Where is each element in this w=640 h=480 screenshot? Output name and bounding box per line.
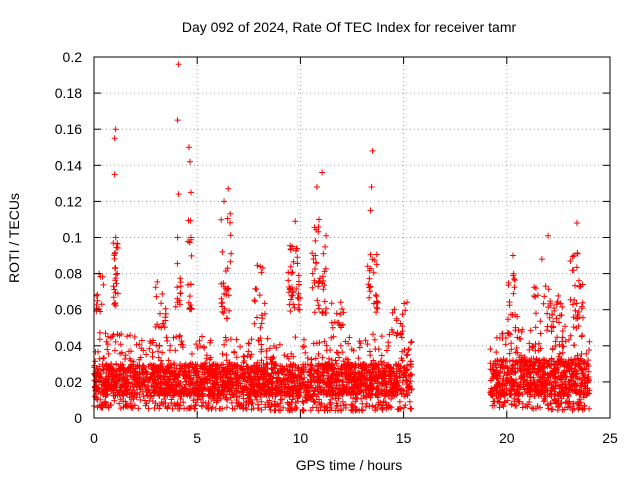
x-tick-label: 10 xyxy=(293,430,309,446)
x-tick-label: 25 xyxy=(602,430,618,446)
y-tick-label: 0.18 xyxy=(55,85,82,101)
data-point xyxy=(174,234,181,241)
data-point xyxy=(315,216,322,223)
data-point xyxy=(186,158,193,165)
data-point xyxy=(112,234,119,241)
data-point xyxy=(545,232,552,239)
data-point xyxy=(573,220,580,227)
y-tick-label: 0.08 xyxy=(55,266,82,282)
data-point xyxy=(509,252,516,259)
data-point xyxy=(373,261,380,268)
data-point xyxy=(175,191,182,198)
y-tick-label: 0.02 xyxy=(55,374,82,390)
data-point xyxy=(221,198,228,205)
axis-ticks xyxy=(93,56,611,419)
x-tick-label: 15 xyxy=(396,430,412,446)
data-point xyxy=(368,183,375,190)
y-axis-label: ROTI / TECUs xyxy=(6,193,22,283)
data-point xyxy=(367,207,374,214)
x-tick-labels: 0 5 10 15 20 25 xyxy=(90,430,618,446)
data-point xyxy=(319,169,326,176)
data-point xyxy=(111,171,118,178)
x-tick-label: 0 xyxy=(90,430,98,446)
y-tick-label: 0.1 xyxy=(63,230,83,246)
y-tick-label: 0.14 xyxy=(55,157,82,173)
data-point xyxy=(174,117,181,124)
y-tick-label: 0.2 xyxy=(63,49,83,65)
grid-lines xyxy=(94,57,610,418)
data-point xyxy=(292,218,299,225)
data-point xyxy=(188,234,195,241)
y-tick-label: 0.04 xyxy=(55,338,82,354)
y-tick-label: 0.12 xyxy=(55,193,82,209)
scatter-cloud xyxy=(91,210,593,414)
chart-title: Day 092 of 2024, Rate Of TEC Index for r… xyxy=(182,19,517,35)
data-point xyxy=(175,61,182,68)
y-tick-label: 0.16 xyxy=(55,121,82,137)
y-tick-label: 0.06 xyxy=(55,302,82,318)
y-tick-labels: 0 0.02 0.04 0.06 0.08 0.1 0.12 0.14 0.16 0.18 0.2 xyxy=(55,49,82,426)
x-tick-label: 20 xyxy=(499,430,515,446)
y-tick-label: 0 xyxy=(74,410,82,426)
data-point xyxy=(369,147,376,154)
data-point xyxy=(111,135,118,142)
data-point xyxy=(289,243,296,250)
data-point xyxy=(185,144,192,151)
data-point xyxy=(188,189,195,196)
x-axis-label: GPS time / hours xyxy=(296,457,403,473)
data-point xyxy=(313,183,320,190)
x-tick-label: 5 xyxy=(193,430,201,446)
data-point xyxy=(225,185,232,192)
data-point xyxy=(112,126,119,133)
data-points xyxy=(91,61,593,414)
data-point xyxy=(538,256,545,263)
